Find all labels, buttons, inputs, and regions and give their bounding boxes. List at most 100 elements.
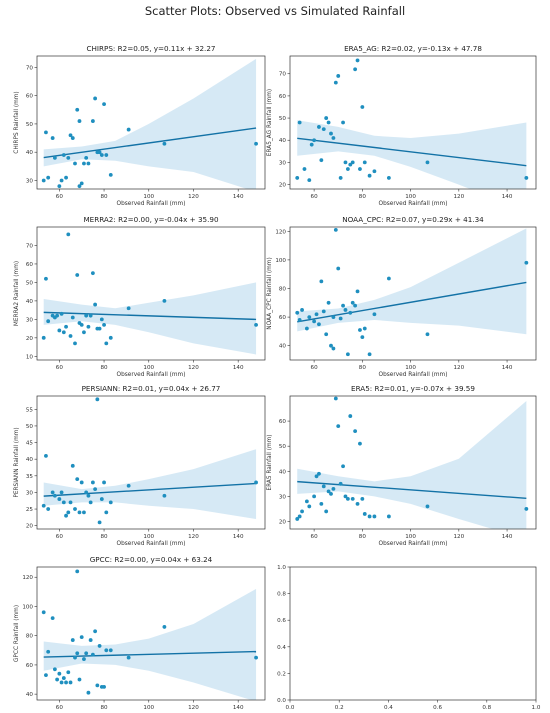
regression-line <box>43 482 257 497</box>
x-axis-label: Observed Rainfall (mm) <box>379 201 448 207</box>
data-point <box>307 315 312 319</box>
plot-frame <box>289 55 537 190</box>
plot-frame <box>36 566 266 701</box>
data-point <box>358 441 362 446</box>
plot-frame <box>36 226 266 361</box>
data-point <box>95 683 100 688</box>
data-point <box>68 680 73 685</box>
data-point <box>317 471 321 476</box>
data-point <box>162 493 167 498</box>
x-axis-label: Observed Rainfall (mm) <box>379 372 448 378</box>
data-point <box>50 616 55 621</box>
data-point <box>329 343 333 348</box>
y-tick-label: 1.0 <box>277 565 286 571</box>
x-tick-label: 0.0 <box>286 705 295 709</box>
data-point <box>86 493 91 498</box>
y-tick-label: 30 <box>26 490 34 496</box>
data-point <box>66 232 71 237</box>
data-point <box>353 67 358 72</box>
x-tick-label: 60 <box>56 534 64 540</box>
data-point <box>77 184 82 189</box>
data-point <box>360 105 365 109</box>
data-point <box>358 328 362 332</box>
data-point <box>108 500 113 505</box>
regression-line <box>297 137 527 167</box>
data-point <box>254 141 258 146</box>
data-point <box>345 167 350 171</box>
y-axis-label: ERA5 Rainfall (mm) <box>267 434 273 490</box>
data-point <box>309 142 314 147</box>
data-point <box>64 175 68 180</box>
chart-title: ERA5_AG: R2=0.02, y=-0.13x + 47.78 <box>344 44 482 53</box>
data-point <box>59 311 64 316</box>
data-point <box>93 487 98 491</box>
data-point <box>73 655 77 660</box>
plot-area <box>295 396 529 529</box>
data-point <box>343 160 348 165</box>
data-point <box>341 120 345 125</box>
data-point <box>44 673 48 678</box>
data-point <box>73 341 77 346</box>
data-point <box>341 303 345 308</box>
data-point <box>84 313 89 318</box>
x-tick-label: 120 <box>188 705 199 709</box>
plot-frame <box>289 226 537 361</box>
data-point <box>362 512 367 516</box>
data-point <box>329 131 333 136</box>
confidence-band <box>43 282 257 355</box>
data-point <box>425 160 430 165</box>
y-tick-label: 80 <box>279 286 287 292</box>
data-point <box>84 155 89 160</box>
data-point <box>99 497 104 501</box>
data-point <box>102 684 106 689</box>
data-point <box>93 302 98 307</box>
data-point <box>77 510 82 515</box>
data-point <box>358 167 362 171</box>
chart-panel-3: 60 80 100 120 140 10 20 30 40 50 60 70 MERRA2: R2=0.… <box>14 215 266 378</box>
data-point <box>425 504 430 509</box>
data-point <box>102 480 106 485</box>
data-point <box>336 266 341 271</box>
chart-panel-4: 60 80 100 120 140 40 60 80 100 120 NOAA_CPC: R2=0.… <box>267 215 537 378</box>
x-tick-label: 60 <box>311 365 319 371</box>
data-point <box>90 480 95 485</box>
data-point <box>66 155 71 160</box>
data-point <box>108 648 113 653</box>
x-tick-label: 140 <box>233 194 244 200</box>
data-point <box>300 509 304 514</box>
plot-area <box>41 397 258 525</box>
x-tick-label: 100 <box>143 705 154 709</box>
data-point <box>57 671 62 676</box>
x-tick-label: 80 <box>100 194 108 200</box>
data-point <box>68 500 73 505</box>
data-point <box>52 493 57 498</box>
y-tick-label: 30 <box>26 317 34 323</box>
data-point <box>61 676 66 680</box>
data-point <box>55 313 60 318</box>
data-point <box>162 298 167 303</box>
data-point <box>333 227 338 232</box>
y-tick-label: 60 <box>26 663 34 669</box>
data-point <box>321 309 326 314</box>
data-point <box>345 352 350 357</box>
data-point <box>355 502 360 506</box>
data-point <box>44 276 48 281</box>
y-axis-label: ERA5_AG Rainfall (mm) <box>267 89 273 156</box>
data-point <box>336 424 341 429</box>
data-point <box>319 279 324 284</box>
data-point <box>254 655 258 660</box>
data-point <box>297 318 302 322</box>
data-point <box>367 173 372 178</box>
data-point <box>77 119 82 123</box>
data-point <box>355 58 360 63</box>
y-tick-label: 55 <box>26 407 34 413</box>
data-point <box>75 273 80 277</box>
data-point <box>86 324 91 329</box>
y-tick-label: 120 <box>275 229 286 235</box>
figure-title: Scatter Plots: Observed vs Simulated Rai… <box>145 4 405 18</box>
data-point <box>93 629 98 634</box>
chart-title: CHIRPS: R2=0.05, y=0.11x + 32.27 <box>86 44 215 53</box>
data-point <box>79 323 84 327</box>
data-point <box>360 335 365 340</box>
